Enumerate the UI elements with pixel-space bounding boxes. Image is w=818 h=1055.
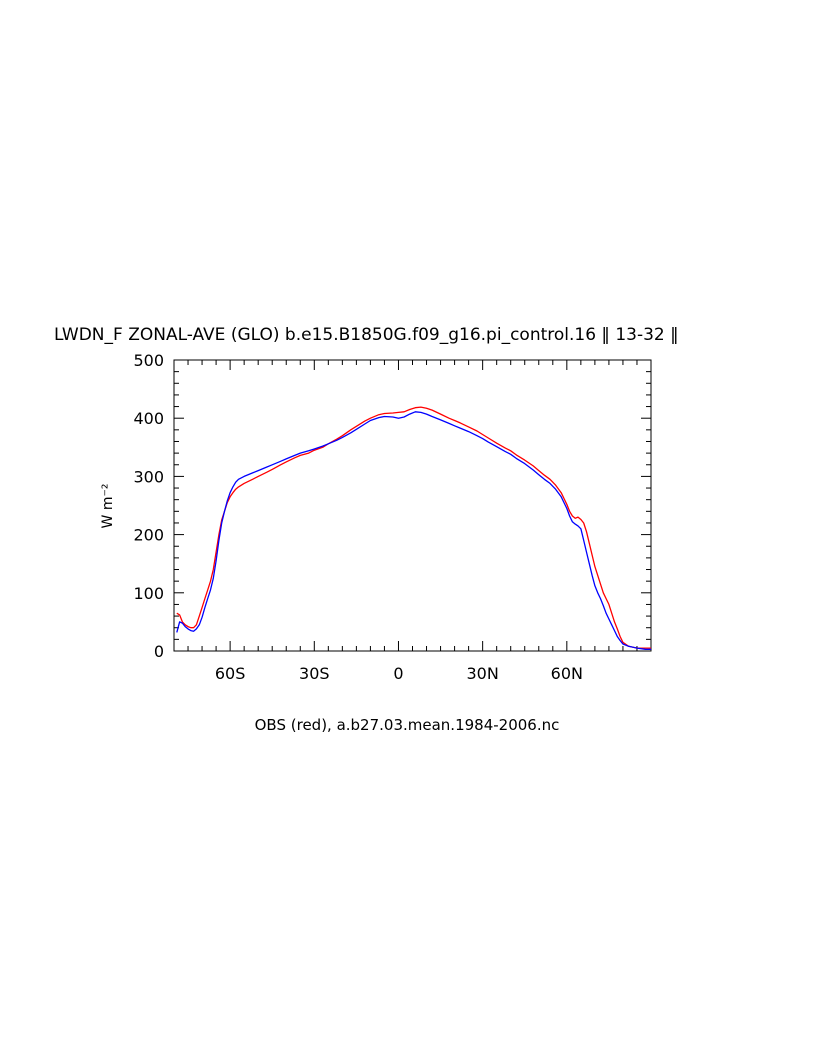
y-tick-label: 300 [133, 467, 164, 486]
y-axis-ticks: 0 100 200 300 400 500 [133, 351, 651, 661]
chart-title: LWDN_F ZONAL-AVE (GLO) b.e15.B1850G.f09_… [54, 325, 679, 345]
series-lines [176, 406, 651, 650]
plot-area: 60S 30S 0 30N 60N 0 100 200 300 400 500 [133, 351, 652, 683]
y-tick-label: 100 [133, 584, 164, 603]
y-tick-label: 0 [154, 642, 164, 661]
x-tick-label: 30N [466, 664, 498, 683]
y-axis-label: W m⁻² [100, 484, 116, 529]
x-axis-ticks: 60S 30S 0 30N 60N [187, 360, 652, 683]
obs-series-line [176, 406, 651, 649]
x-tick-label: 30S [299, 664, 330, 683]
obs-source-note: OBS (red), a.b27.03.mean.1984-2006.nc [255, 716, 560, 734]
model-series-line [176, 411, 651, 650]
plot-frame [173, 359, 652, 652]
x-tick-label: 60S [215, 664, 246, 683]
y-tick-label: 200 [133, 526, 164, 545]
x-tick-label: 0 [393, 664, 403, 683]
y-tick-label: 500 [133, 351, 164, 370]
x-tick-label: 60N [551, 664, 583, 683]
y-tick-label: 400 [133, 409, 164, 428]
